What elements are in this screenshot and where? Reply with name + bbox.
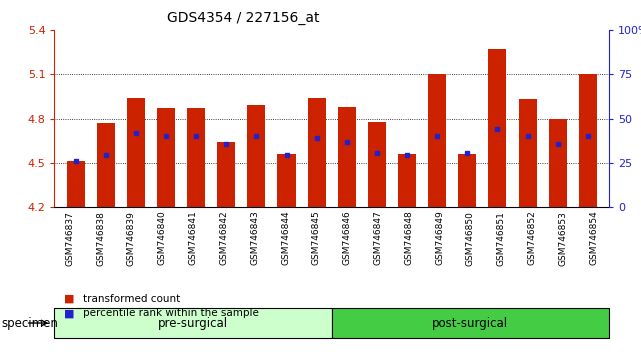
Bar xyxy=(398,154,416,207)
Text: GSM746846: GSM746846 xyxy=(343,211,352,266)
Bar xyxy=(458,154,476,207)
Text: GSM746844: GSM746844 xyxy=(281,211,290,265)
Text: GSM746845: GSM746845 xyxy=(312,211,320,266)
Bar xyxy=(308,98,326,207)
Bar xyxy=(217,142,235,207)
Bar xyxy=(338,107,356,207)
Text: GSM746854: GSM746854 xyxy=(589,211,598,266)
Bar xyxy=(247,105,265,207)
Text: GSM746853: GSM746853 xyxy=(558,211,567,266)
Text: ■: ■ xyxy=(64,308,74,318)
Text: post-surgical: post-surgical xyxy=(432,316,508,330)
Text: GSM746851: GSM746851 xyxy=(497,211,506,266)
Text: GSM746847: GSM746847 xyxy=(374,211,383,266)
Text: GSM746841: GSM746841 xyxy=(188,211,197,266)
Bar xyxy=(579,74,597,207)
Text: GSM746848: GSM746848 xyxy=(404,211,413,266)
Bar xyxy=(187,108,205,207)
Text: GSM746842: GSM746842 xyxy=(219,211,228,265)
Bar xyxy=(549,119,567,207)
Bar xyxy=(488,49,506,207)
Text: specimen: specimen xyxy=(1,316,58,330)
Text: GSM746840: GSM746840 xyxy=(158,211,167,266)
Bar xyxy=(97,123,115,207)
Bar xyxy=(368,121,386,207)
Text: GDS4354 / 227156_at: GDS4354 / 227156_at xyxy=(167,11,320,25)
Text: transformed count: transformed count xyxy=(83,294,181,304)
Bar xyxy=(519,99,537,207)
Bar xyxy=(157,108,175,207)
Bar xyxy=(127,98,145,207)
Text: GSM746843: GSM746843 xyxy=(250,211,259,266)
Text: GSM746852: GSM746852 xyxy=(528,211,537,266)
Text: GSM746849: GSM746849 xyxy=(435,211,444,266)
Bar xyxy=(428,74,446,207)
Text: GSM746839: GSM746839 xyxy=(127,211,136,266)
Bar xyxy=(278,154,296,207)
Text: ■: ■ xyxy=(64,294,74,304)
Text: percentile rank within the sample: percentile rank within the sample xyxy=(83,308,259,318)
Text: pre-surgical: pre-surgical xyxy=(158,316,228,330)
Text: GSM746838: GSM746838 xyxy=(96,211,105,266)
Text: GSM746850: GSM746850 xyxy=(466,211,475,266)
Bar xyxy=(67,161,85,207)
Text: GSM746837: GSM746837 xyxy=(65,211,74,266)
